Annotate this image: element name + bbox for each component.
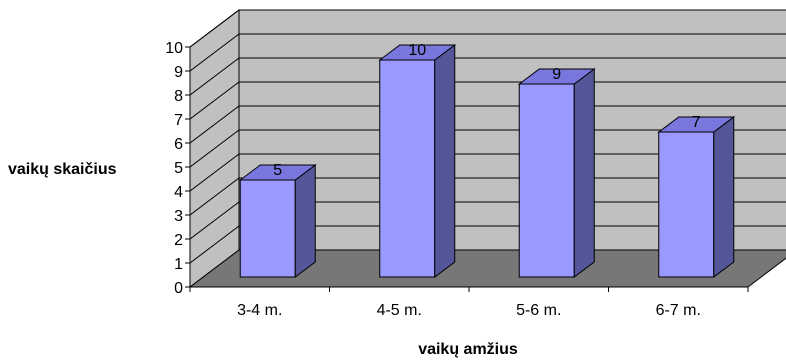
y-tick-label: 10 <box>165 40 183 57</box>
y-tick-label: 3 <box>174 208 183 225</box>
data-label: 5 <box>273 162 282 179</box>
bar-top <box>238 164 317 181</box>
bar-side <box>294 164 316 278</box>
bar-side <box>713 116 735 278</box>
bar-side <box>573 68 595 278</box>
bar-front <box>518 83 575 278</box>
bar-front <box>379 59 436 278</box>
y-tick-label: 8 <box>174 88 183 105</box>
bar-front <box>658 131 715 278</box>
gridline <box>189 9 786 48</box>
y-tick-label: 0 <box>174 280 183 297</box>
bar-1 <box>238 164 317 278</box>
y-tick-label: 4 <box>174 184 183 201</box>
bar-top <box>378 44 457 61</box>
data-label: 10 <box>408 42 426 59</box>
y-tick-label: 5 <box>174 160 183 177</box>
x-tick-label: 6-7 m. <box>656 302 701 319</box>
x-tick-label: 4-5 m. <box>377 302 422 319</box>
gridline <box>189 177 786 216</box>
y-tick-label: 1 <box>174 256 183 273</box>
bar-side <box>434 44 456 278</box>
y-tick-label: 6 <box>174 136 183 153</box>
x-tick-label: 5-6 m. <box>516 302 561 319</box>
y-axis-title: vaikų skaičius <box>8 161 117 178</box>
gridline <box>189 105 786 144</box>
x-tick-label: 3-4 m. <box>237 302 282 319</box>
gridline <box>189 153 786 192</box>
x-axis-title: vaikų amžius <box>418 341 518 358</box>
y-tick-label: 7 <box>174 112 183 129</box>
data-label: 7 <box>692 114 701 131</box>
gridline <box>189 201 786 240</box>
gridline <box>189 225 786 264</box>
bar-front <box>239 179 296 278</box>
y-tick-label: 2 <box>174 232 183 249</box>
bar-top <box>517 68 596 85</box>
bar-4 <box>657 116 736 278</box>
y-tick-label: 9 <box>174 64 183 81</box>
gridline <box>189 57 786 96</box>
bar-2 <box>378 44 457 278</box>
bar-top <box>657 116 736 133</box>
bar-3 <box>517 68 596 278</box>
data-label: 9 <box>552 66 561 83</box>
gridline <box>189 33 786 72</box>
gridline <box>189 129 786 168</box>
gridline <box>189 81 786 120</box>
